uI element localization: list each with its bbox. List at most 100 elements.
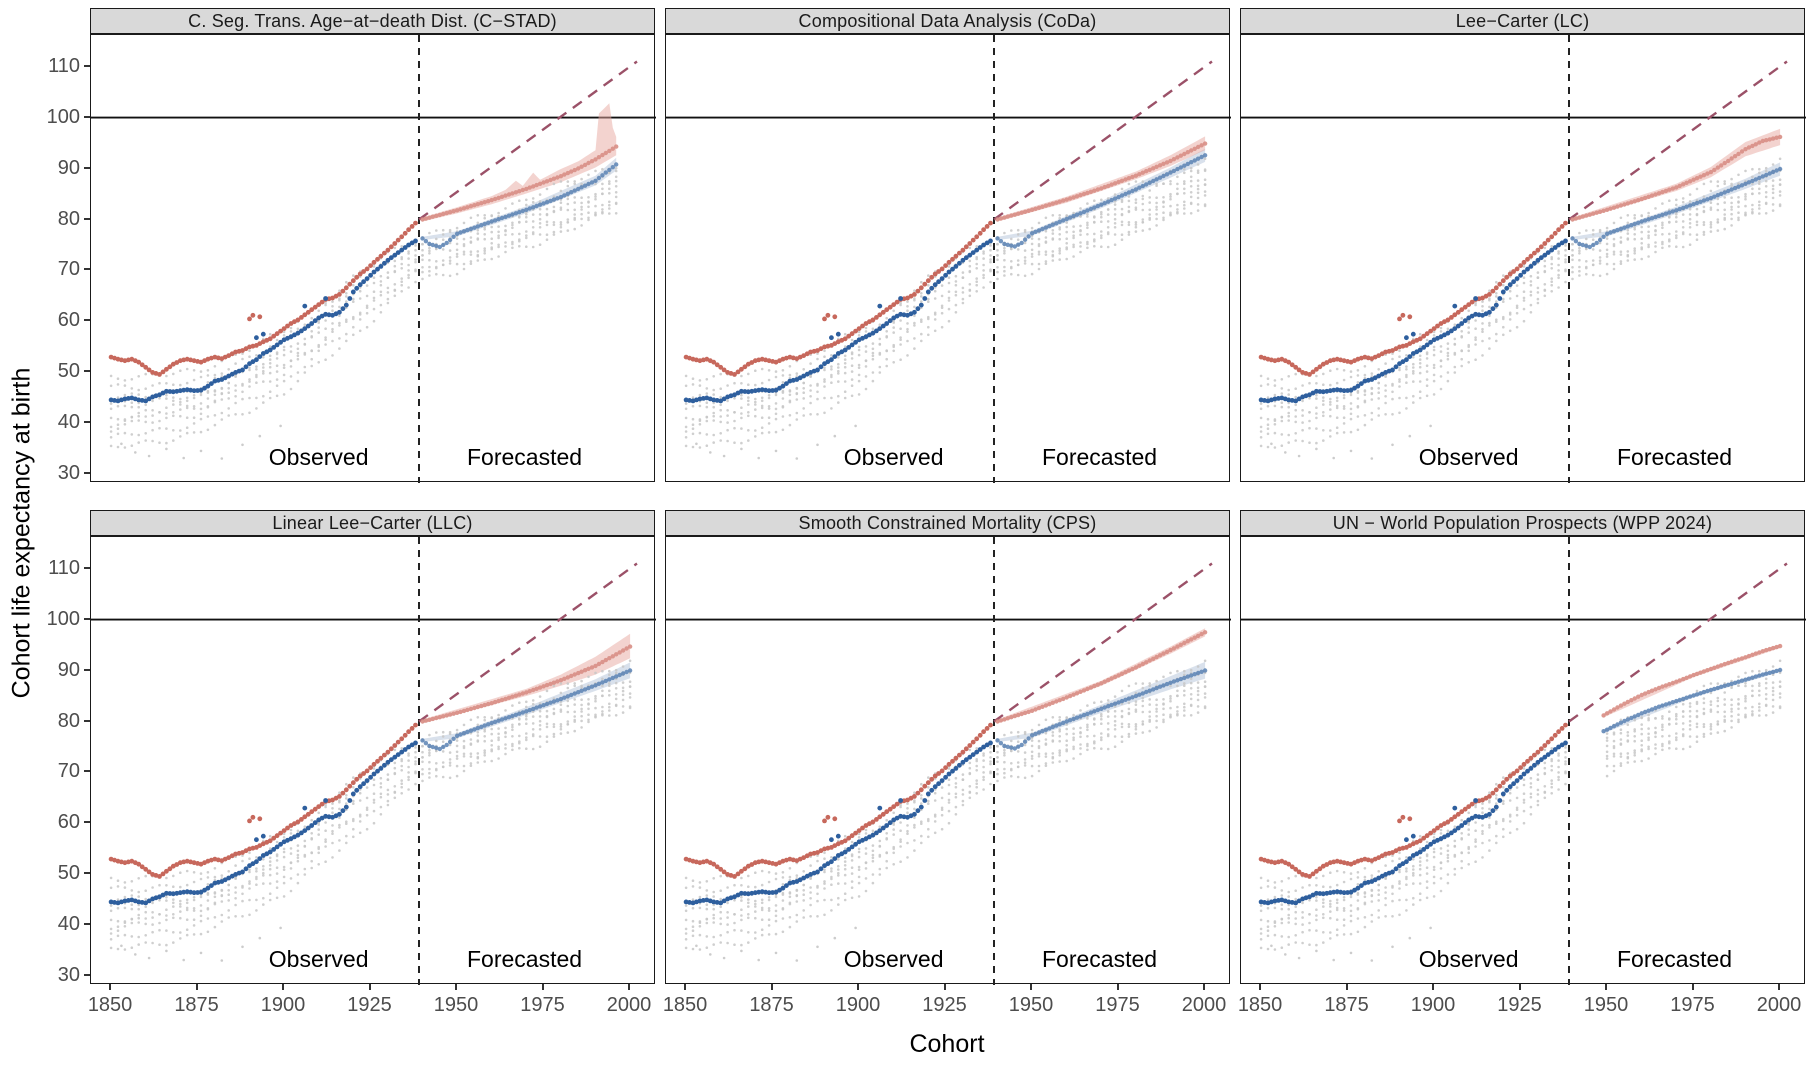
x-tick-label: 1975 <box>520 994 565 1016</box>
x-tick-mark <box>943 984 946 990</box>
x-tick-label: 1925 <box>1497 994 1542 1016</box>
panel-strip: Compositional Data Analysis (CoDa) <box>665 8 1230 34</box>
x-tick-label: 1900 <box>835 994 881 1016</box>
y-tick-label: 30 <box>57 462 80 485</box>
annotation-forecasted: Forecasted <box>1042 444 1157 470</box>
annotation-observed: Observed <box>269 946 369 972</box>
y-tick-label: 50 <box>57 862 80 885</box>
y-tick-mark <box>84 974 90 977</box>
x-tick-mark <box>109 984 112 990</box>
y-tick-label: 90 <box>57 156 80 179</box>
annotation-observed: Observed <box>1419 946 1519 972</box>
panel-plot-svg: Observed Forecasted <box>91 35 656 483</box>
y-tick-mark <box>84 268 90 271</box>
x-tick-label: 1875 <box>749 994 794 1016</box>
y-tick-mark <box>84 668 90 671</box>
y-tick-label: 60 <box>57 811 80 834</box>
y-tick-mark <box>84 472 90 475</box>
annotation-forecasted: Forecasted <box>467 946 582 972</box>
y-tick-label: 60 <box>57 309 80 332</box>
x-tick-label: 1950 <box>433 994 479 1016</box>
x-tick-label: 2000 <box>606 994 652 1016</box>
x-tick-mark <box>1432 984 1435 990</box>
panel-plot-area: Observed Forecasted <box>1240 536 1806 985</box>
y-tick-label: 100 <box>46 105 80 128</box>
panel-title: Smooth Constrained Mortality (CPS) <box>798 512 1097 533</box>
panel-strip: UN − World Population Prospects (WPP 202… <box>1240 510 1805 536</box>
y-tick-label: 40 <box>57 913 80 936</box>
x-tick-mark <box>541 984 544 990</box>
panel-strip: Lee−Carter (LC) <box>1240 8 1805 34</box>
panel-title: C. Seg. Trans. Age−at−death Dist. (C−STA… <box>188 10 557 31</box>
panel-title: Compositional Data Analysis (CoDa) <box>798 10 1097 31</box>
panel-plot-area: Observed Forecasted <box>1240 34 1806 483</box>
x-tick-mark <box>1691 984 1694 990</box>
x-tick-label: 1875 <box>1324 994 1369 1016</box>
x-tick-label: 2000 <box>1181 994 1227 1016</box>
x-tick-mark <box>195 984 198 990</box>
y-tick-label: 80 <box>57 207 80 230</box>
y-tick-label: 90 <box>57 658 80 681</box>
x-tick-mark <box>1203 984 1206 990</box>
x-axis-title: Cohort <box>909 1030 985 1058</box>
y-tick-mark <box>84 421 90 424</box>
y-tick-label: 40 <box>57 411 80 434</box>
panel-strip: Smooth Constrained Mortality (CPS) <box>665 510 1230 536</box>
x-tick-label: 2000 <box>1756 994 1802 1016</box>
x-tick-label: 1975 <box>1095 994 1140 1016</box>
x-tick-label: 1850 <box>662 994 708 1016</box>
x-tick-label: 1900 <box>260 994 306 1016</box>
annotation-forecasted: Forecasted <box>1617 444 1732 470</box>
y-tick-mark <box>84 770 90 773</box>
y-tick-label: 50 <box>57 360 80 383</box>
x-tick-mark <box>455 984 458 990</box>
x-tick-mark <box>1259 984 1262 990</box>
x-tick-label: 1950 <box>1583 994 1629 1016</box>
annotation-observed: Observed <box>269 444 369 470</box>
y-tick-label: 30 <box>57 964 80 987</box>
x-tick-mark <box>1605 984 1608 990</box>
y-tick-mark <box>84 872 90 875</box>
y-tick-mark <box>84 217 90 220</box>
annotation-forecasted: Forecasted <box>467 444 582 470</box>
panel-title: UN − World Population Prospects (WPP 202… <box>1332 512 1713 533</box>
x-tick-mark <box>770 984 773 990</box>
panel-plot-svg: Observed Forecasted <box>1241 537 1806 985</box>
x-tick-label: 1900 <box>1410 994 1456 1016</box>
panel-title: Linear Lee−Carter (LLC) <box>272 512 473 533</box>
y-tick-mark <box>84 566 90 569</box>
y-tick-mark <box>84 115 90 118</box>
panel-title: Lee−Carter (LC) <box>1455 10 1590 31</box>
panel-plot-svg: Observed Forecasted <box>91 537 656 985</box>
x-tick-label: 1850 <box>1237 994 1283 1016</box>
panel-plot-svg: Observed Forecasted <box>666 35 1231 483</box>
x-tick-mark <box>368 984 371 990</box>
y-tick-label: 100 <box>46 607 80 630</box>
y-tick-mark <box>84 719 90 722</box>
x-tick-mark <box>1345 984 1348 990</box>
panel-plot-svg: Observed Forecasted <box>666 537 1231 985</box>
x-tick-mark <box>1116 984 1119 990</box>
x-tick-mark <box>1030 984 1033 990</box>
panel-plot-area: Observed Forecasted <box>90 34 656 483</box>
y-tick-label: 70 <box>57 258 80 281</box>
x-tick-mark <box>1518 984 1521 990</box>
x-tick-label: 1850 <box>87 994 133 1016</box>
x-tick-mark <box>628 984 631 990</box>
annotation-forecasted: Forecasted <box>1617 946 1732 972</box>
x-tick-mark <box>1778 984 1781 990</box>
y-tick-label: 110 <box>48 54 80 77</box>
panel-strip: C. Seg. Trans. Age−at−death Dist. (C−STA… <box>90 8 655 34</box>
x-tick-label: 1925 <box>922 994 967 1016</box>
y-tick-mark <box>84 370 90 373</box>
x-tick-mark <box>282 984 285 990</box>
x-tick-label: 1950 <box>1008 994 1054 1016</box>
y-tick-mark <box>84 923 90 926</box>
y-axis-title: Cohort life expectancy at birth <box>7 367 36 699</box>
y-tick-label: 80 <box>57 709 80 732</box>
y-tick-mark <box>84 64 90 67</box>
y-tick-label: 70 <box>57 760 80 783</box>
annotation-observed: Observed <box>1419 444 1519 470</box>
panel-plot-area: Observed Forecasted <box>665 34 1231 483</box>
